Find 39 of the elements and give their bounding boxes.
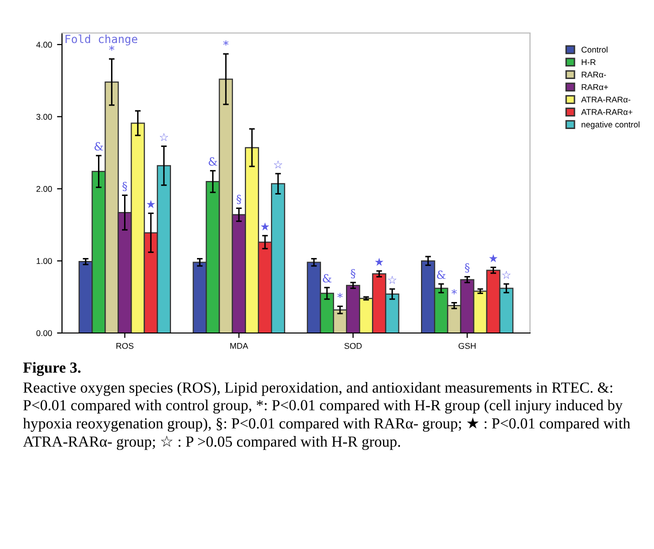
legend-label: negative control: [582, 121, 640, 130]
annotation: &: [322, 274, 332, 283]
y-tick-label: 4.00: [36, 42, 52, 48]
annotation: ☆: [388, 276, 396, 284]
annotation: &: [208, 157, 218, 166]
legend-label: H-R: [582, 59, 596, 65]
annotation: *: [452, 289, 457, 294]
x-tick-label: GSH: [458, 342, 476, 349]
annotation: *: [337, 292, 343, 298]
legend-label: RARα-: [582, 72, 606, 78]
y-axis-title: Fold change: [66, 34, 138, 46]
legend-label: RARα+: [582, 84, 608, 90]
y-tick-label: 3.00: [36, 114, 52, 120]
annotation: ★: [146, 200, 156, 208]
annotation: §: [236, 194, 242, 204]
annotation: §: [464, 263, 470, 273]
x-tick-label: ROS: [116, 342, 134, 349]
legend-label: ATRA-RARα-: [581, 96, 630, 103]
legend-label: ATRA-RARα+: [581, 109, 632, 115]
annotation: ☆: [274, 160, 282, 168]
annotation: §: [122, 182, 128, 192]
y-tick-label: 2.00: [36, 186, 52, 192]
annotation: &: [94, 142, 104, 151]
y-tick-label: 1.00: [36, 258, 52, 264]
annotation: ★: [260, 222, 270, 230]
annotation: §: [350, 269, 356, 278]
x-tick-label: MDA: [230, 343, 248, 349]
annotation: ☆: [502, 270, 511, 279]
annotation: *: [109, 46, 114, 51]
text: Figure 3.: [23, 362, 81, 376]
annotation: ☆: [160, 132, 168, 142]
x-tick-label: SOD: [344, 342, 362, 349]
y-tick-label: 0.00: [36, 330, 52, 336]
annotation: ★: [489, 254, 498, 262]
annotation: &: [436, 270, 446, 279]
legend-label: Control: [582, 46, 608, 53]
annotation: ★: [374, 258, 384, 266]
text: Reactive oxygen species (ROS), Lipid peroxidation, and antioxidant measurements in RTEC. &: P<0.01 compared with control group, *: P<0.01 compared with H-R group (cell injury induced by hypoxia reoxygenation group), §: P<0.01 compared with RARα- group; ★ : P<0.01 compared with ATRA-RARα- group; ☆ : P >0.05 compared with H-R group.: [23, 382, 630, 450]
annotation: *: [223, 40, 228, 46]
